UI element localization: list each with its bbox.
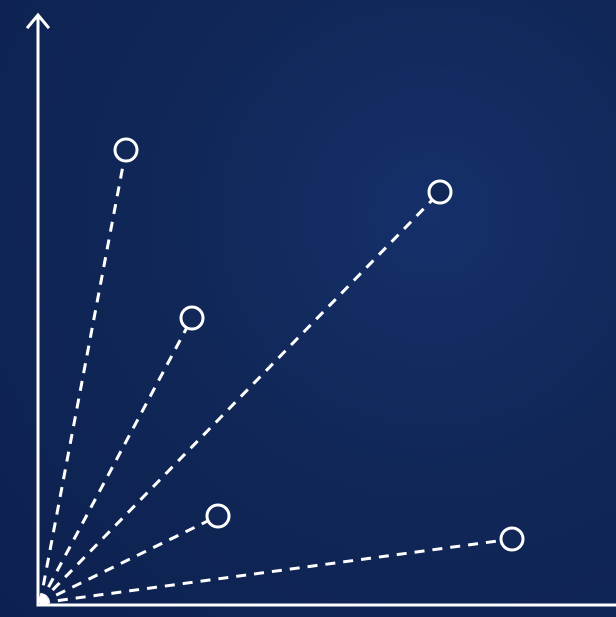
rays-layer	[38, 160, 502, 605]
axes-layer	[25, 12, 616, 607]
y-axis-arrowhead-icon	[25, 12, 51, 30]
endpoint-circle-v2	[427, 179, 453, 205]
endpoint-circle-v1	[113, 137, 139, 163]
dashed-ray-v2	[38, 198, 434, 605]
dashed-ray-v4	[39, 519, 209, 605]
nodes-layer	[113, 137, 525, 552]
endpoint-circle-v3	[179, 305, 205, 331]
dashed-ray-v5	[39, 539, 502, 605]
dashed-ray-v3	[38, 326, 189, 604]
endpoint-circle-v4	[205, 503, 231, 529]
dashed-ray-v1	[38, 160, 126, 604]
endpoint-circle-v5	[499, 526, 525, 552]
